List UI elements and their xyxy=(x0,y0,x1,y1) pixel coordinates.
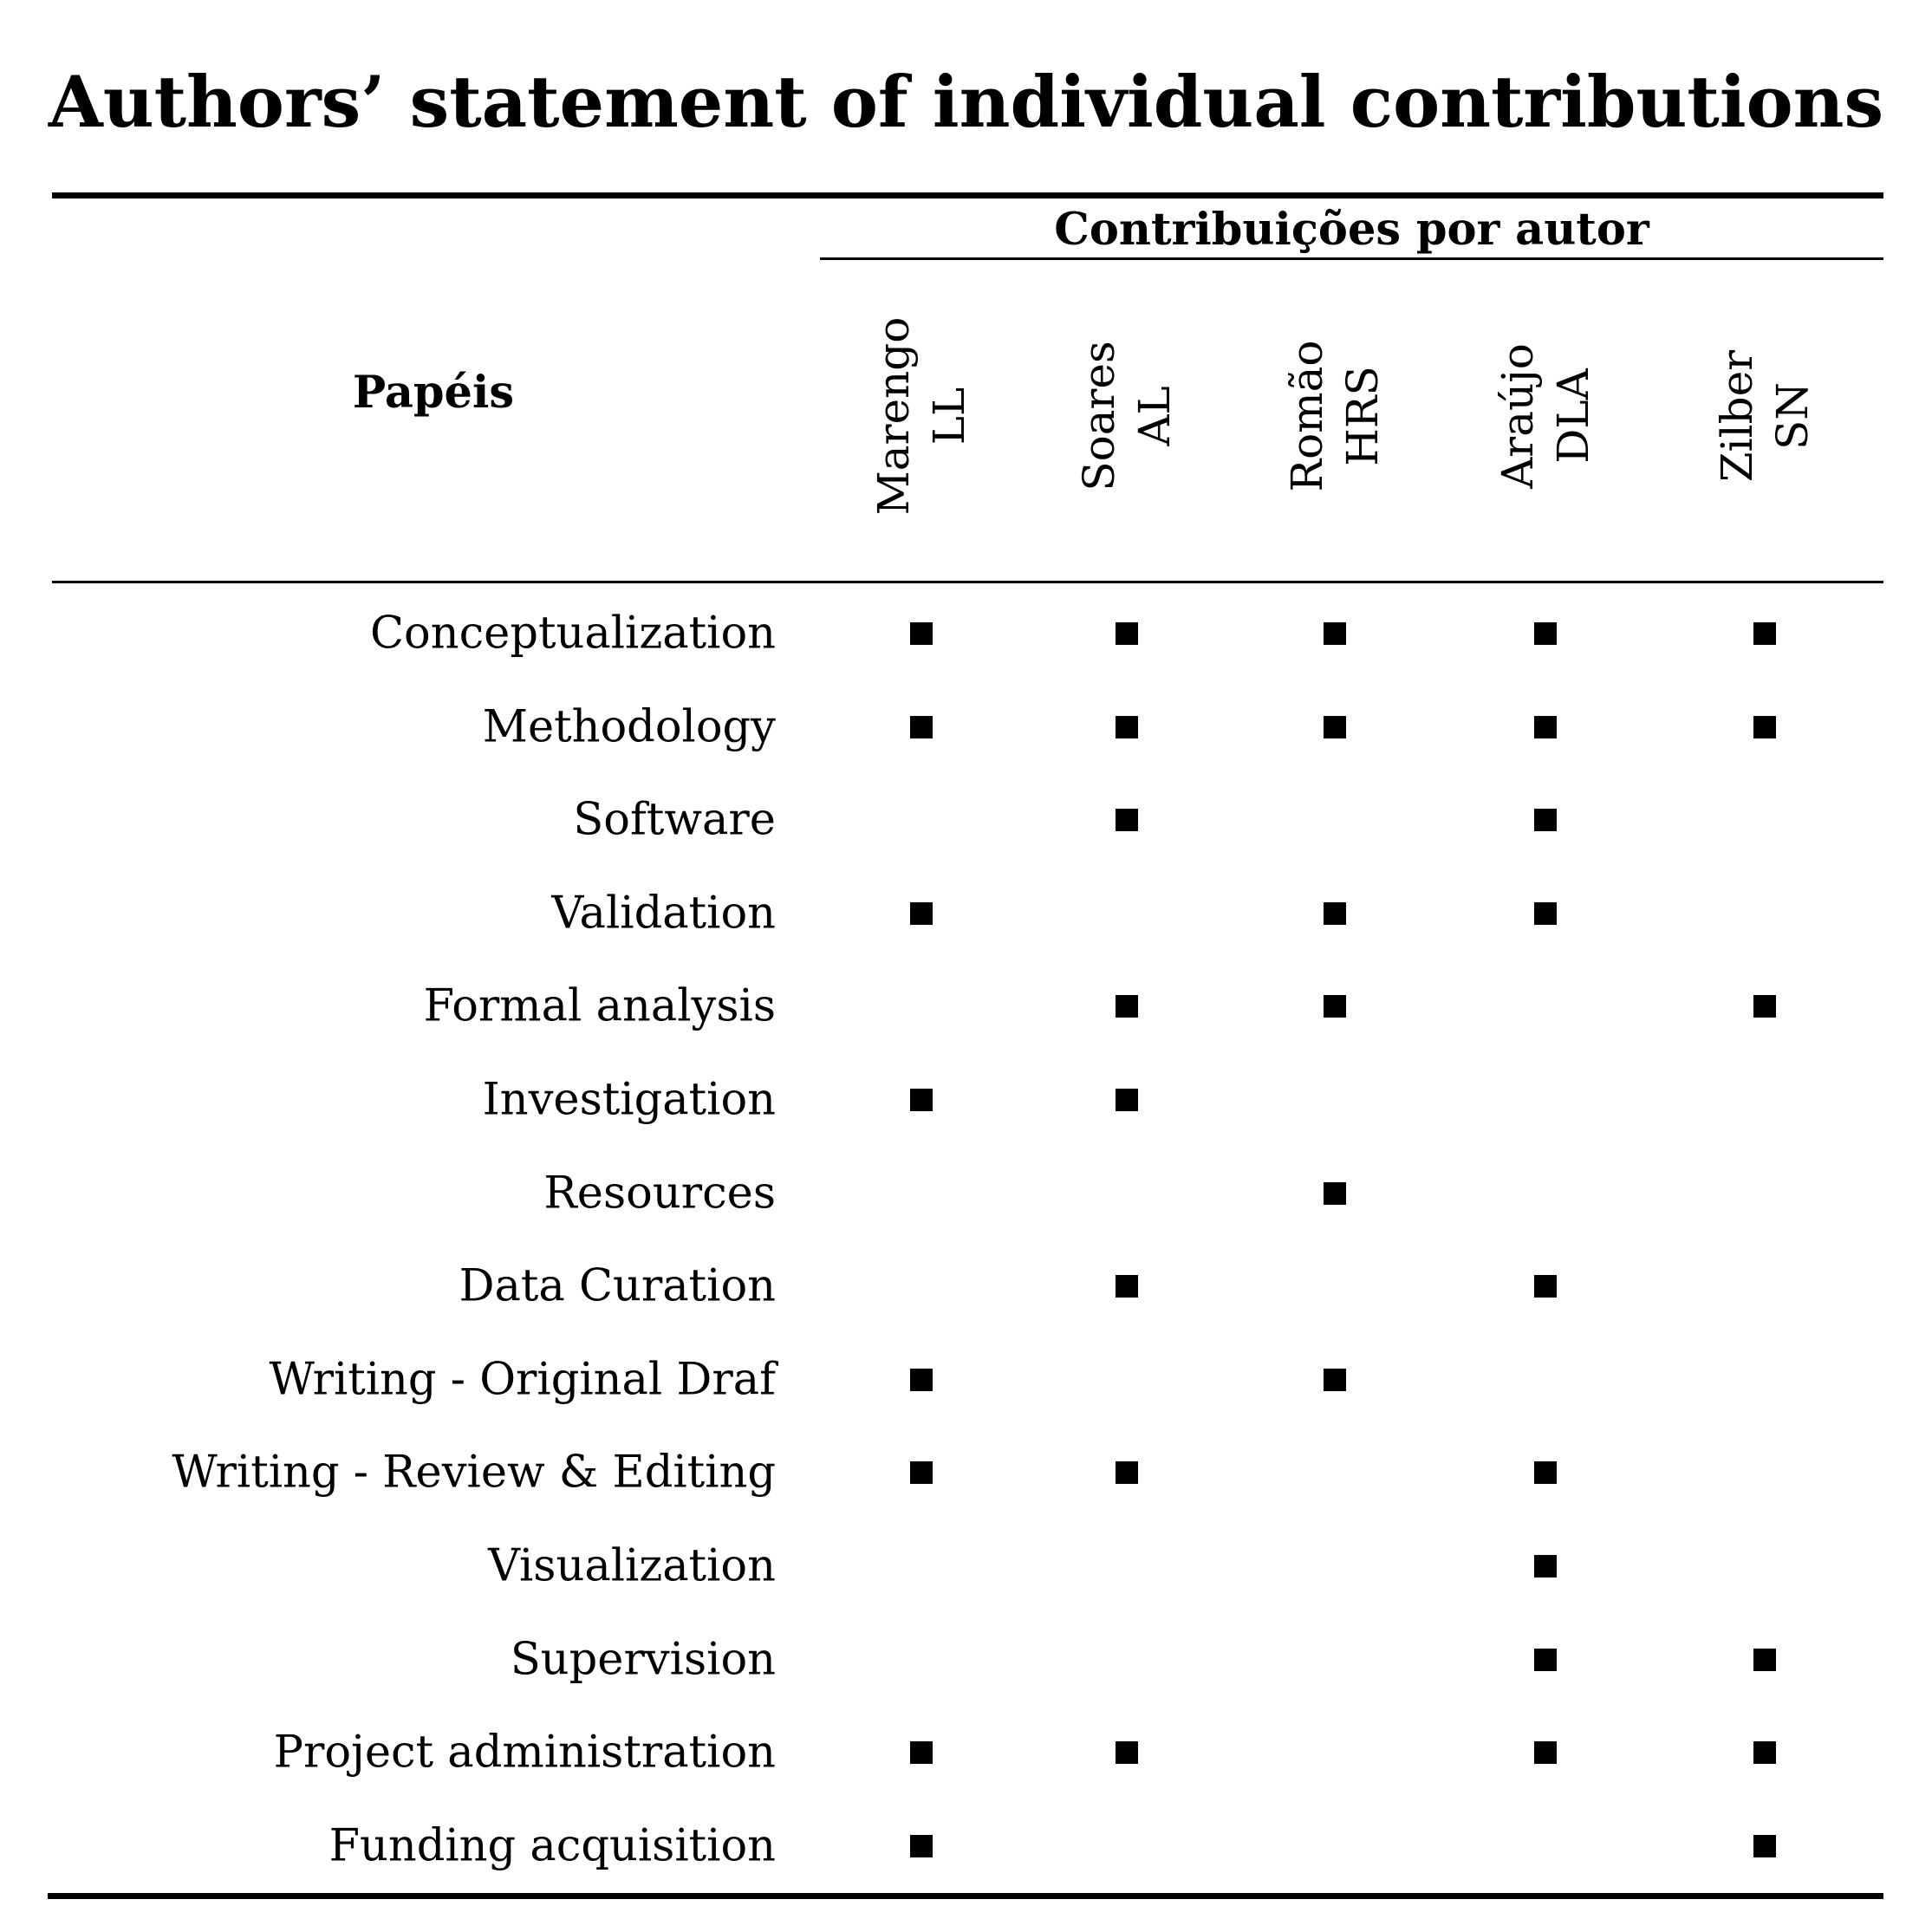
header-bottom-rule xyxy=(52,581,1883,583)
contribution-mark xyxy=(910,1461,933,1485)
contribution-mark xyxy=(910,901,933,925)
contribution-mark xyxy=(910,1089,933,1111)
role-label: Software xyxy=(573,794,776,846)
table-row: Data Curation xyxy=(0,1239,1932,1333)
table-row: Software xyxy=(0,773,1932,867)
role-label: Writing - Review & Editing xyxy=(172,1447,776,1499)
contribution-mark xyxy=(1753,1648,1776,1671)
contribution-mark xyxy=(1116,1741,1138,1765)
role-label: Investigation xyxy=(482,1074,776,1126)
contribution-mark xyxy=(1753,1741,1776,1765)
author-initials: DLA xyxy=(1548,368,1598,464)
author-surname: Romão xyxy=(1282,340,1332,492)
role-label: Writing - Original Draf xyxy=(269,1354,776,1406)
contribution-mark xyxy=(1116,1089,1138,1111)
author-initials: LL xyxy=(924,387,974,446)
contribution-mark xyxy=(1534,622,1557,645)
contribution-mark xyxy=(1753,622,1776,645)
table-row: Validation xyxy=(0,867,1932,960)
contribution-mark xyxy=(1324,622,1346,645)
contribution-mark xyxy=(1324,1181,1346,1205)
table-row: Visualization xyxy=(0,1519,1932,1613)
contribution-mark xyxy=(1324,901,1346,925)
contribution-mark xyxy=(910,1741,933,1765)
contribution-mark xyxy=(1116,622,1138,645)
table-row: Supervision xyxy=(0,1613,1932,1707)
contribution-mark xyxy=(1324,995,1346,1018)
roles-header: Papéis xyxy=(352,367,515,419)
group-header-rule xyxy=(820,257,1883,260)
contribution-mark xyxy=(1534,901,1557,925)
role-label: Supervision xyxy=(510,1634,776,1686)
contribution-mark xyxy=(1116,995,1138,1018)
contribution-mark xyxy=(1116,1461,1138,1485)
author-surname: Marengo xyxy=(868,316,919,516)
table-row: Funding acquisition xyxy=(0,1799,1932,1893)
contribution-mark xyxy=(1534,1275,1557,1298)
document-title: Authors’ statement of individual contrib… xyxy=(48,62,1884,144)
table-row: Project administration xyxy=(0,1706,1932,1799)
contribution-mark xyxy=(1753,1834,1776,1857)
contribution-mark xyxy=(1116,1275,1138,1298)
contribution-mark xyxy=(1116,809,1138,832)
contribution-mark xyxy=(1534,715,1557,738)
author-surname: Araújo xyxy=(1493,343,1543,489)
role-label: Funding acquisition xyxy=(329,1820,776,1872)
author-surname: Zilber xyxy=(1712,349,1762,483)
role-label: Conceptualization xyxy=(370,608,776,660)
contribution-mark xyxy=(910,1834,933,1857)
contribution-mark xyxy=(1534,1741,1557,1765)
author-initials: AL xyxy=(1129,386,1180,446)
contribution-mark xyxy=(1324,1368,1346,1391)
table-bottom-rule xyxy=(48,1893,1883,1899)
table-top-rule xyxy=(52,192,1883,198)
author-initials: SN xyxy=(1767,381,1818,451)
contribution-mark xyxy=(1534,809,1557,832)
contribution-mark xyxy=(910,622,933,645)
role-label: Validation xyxy=(551,888,776,940)
table-row: Methodology xyxy=(0,680,1932,774)
role-label: Methodology xyxy=(482,701,776,753)
contribution-mark xyxy=(1753,995,1776,1018)
role-label: Project administration xyxy=(273,1727,776,1779)
author-surname: Soares xyxy=(1074,341,1124,491)
contribution-mark xyxy=(1324,715,1346,738)
contribution-mark xyxy=(1534,1461,1557,1485)
table-row: Resources xyxy=(0,1147,1932,1240)
group-header: Contribuições por autor xyxy=(1054,204,1649,256)
table-row: Conceptualization xyxy=(0,587,1932,680)
contribution-mark xyxy=(1534,1648,1557,1671)
contribution-mark xyxy=(1534,1555,1557,1577)
contribution-mark xyxy=(1753,715,1776,738)
role-label: Visualization xyxy=(488,1540,776,1592)
role-label: Resources xyxy=(543,1168,776,1220)
table-row: Writing - Original Draf xyxy=(0,1333,1932,1427)
contribution-mark xyxy=(910,1368,933,1391)
contribution-mark xyxy=(910,715,933,738)
table-row: Formal analysis xyxy=(0,959,1932,1053)
contribution-mark xyxy=(1116,715,1138,738)
author-initials: HRS xyxy=(1337,366,1388,466)
table-row: Writing - Review & Editing xyxy=(0,1426,1932,1519)
role-label: Formal analysis xyxy=(423,980,776,1032)
table-row: Investigation xyxy=(0,1053,1932,1147)
role-label: Data Curation xyxy=(459,1260,776,1312)
